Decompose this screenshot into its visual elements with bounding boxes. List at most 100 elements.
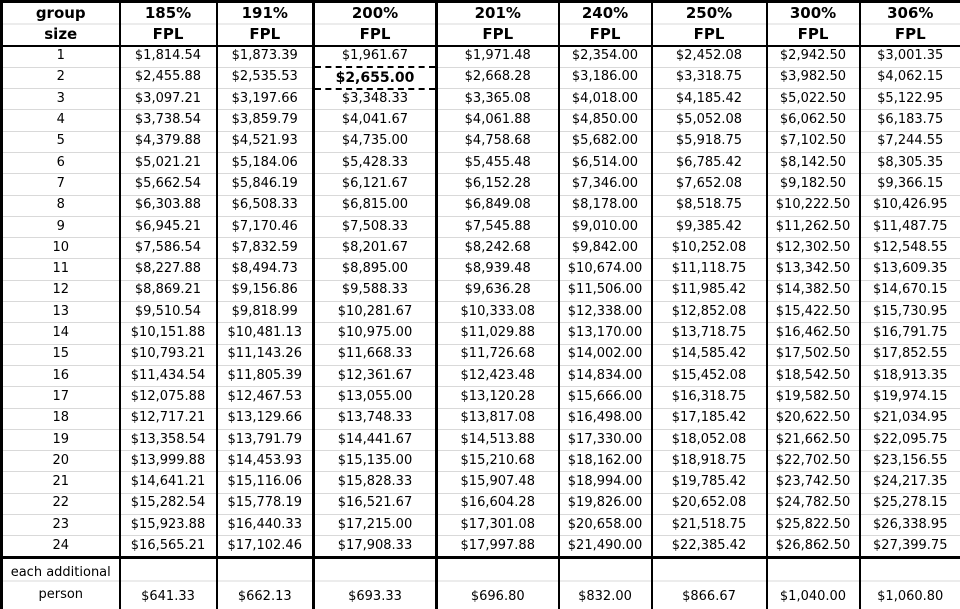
value-cell[interactable]: $12,338.00 — [557, 301, 653, 324]
value-cell[interactable]: $14,585.42 — [650, 343, 768, 366]
value-cell[interactable]: $25,278.15 — [858, 492, 960, 516]
value-cell[interactable]: $16,565.21 — [118, 535, 218, 559]
value-cell[interactable]: $7,346.00 — [557, 173, 653, 196]
group-size-cell[interactable]: 8 — [0, 194, 121, 217]
value-cell[interactable]: $2,452.08 — [650, 45, 768, 68]
value-cell[interactable]: $14,002.00 — [557, 343, 653, 366]
value-cell[interactable]: $7,508.33 — [312, 215, 438, 239]
value-cell[interactable]: $7,586.54 — [118, 237, 218, 260]
value-cell[interactable]: $4,850.00 — [557, 109, 653, 132]
value-cell[interactable]: $7,545.88 — [435, 215, 560, 239]
value-cell[interactable]: $14,641.21 — [118, 471, 218, 494]
value-cell[interactable]: $11,487.75 — [858, 215, 960, 239]
value-cell[interactable]: $8,227.88 — [118, 258, 218, 281]
value-cell[interactable]: $5,846.19 — [215, 173, 315, 196]
value-cell[interactable]: $20,652.08 — [650, 492, 768, 516]
value-cell[interactable]: $22,702.50 — [765, 450, 861, 473]
value-cell[interactable]: $12,852.08 — [650, 301, 768, 324]
group-size-cell[interactable]: 4 — [0, 109, 121, 132]
value-cell[interactable]: $1,971.48 — [435, 45, 560, 68]
value-cell[interactable]: $3,348.33 — [312, 88, 438, 111]
value-cell[interactable]: $9,510.54 — [118, 301, 218, 324]
value-cell[interactable]: $9,636.28 — [435, 279, 560, 303]
value-cell[interactable]: $19,974.15 — [858, 386, 960, 409]
value-cell[interactable]: $22,095.75 — [858, 428, 960, 452]
value-cell[interactable]: $8,869.21 — [118, 279, 218, 303]
value-cell[interactable]: $15,907.48 — [435, 471, 560, 494]
value-cell[interactable]: $4,758.68 — [435, 130, 560, 153]
value-cell[interactable]: $8,494.73 — [215, 258, 315, 281]
value-cell[interactable]: $17,185.42 — [650, 407, 768, 430]
group-size-cell[interactable]: 12 — [0, 279, 121, 303]
value-cell[interactable]: $5,428.33 — [312, 151, 438, 175]
group-size-cell[interactable]: 17 — [0, 386, 121, 409]
footer-value-cell[interactable]: $866.67 — [650, 555, 768, 609]
value-cell[interactable]: $16,440.33 — [215, 514, 315, 537]
value-cell[interactable]: $18,052.08 — [650, 428, 768, 452]
value-cell[interactable]: $10,975.00 — [312, 322, 438, 345]
value-cell[interactable]: $13,999.88 — [118, 450, 218, 473]
value-cell[interactable]: $17,301.08 — [435, 514, 560, 537]
value-cell[interactable]: $10,674.00 — [557, 258, 653, 281]
value-cell[interactable]: $4,735.00 — [312, 130, 438, 153]
value-cell[interactable]: $19,826.00 — [557, 492, 653, 516]
value-cell[interactable]: $25,822.50 — [765, 514, 861, 537]
header-cell-group-size[interactable]: group size — [0, 1, 121, 47]
value-cell[interactable]: $9,156.86 — [215, 279, 315, 303]
value-cell[interactable]: $15,135.00 — [312, 450, 438, 473]
value-cell[interactable]: $5,682.00 — [557, 130, 653, 153]
group-size-cell[interactable]: 22 — [0, 492, 121, 516]
value-cell[interactable]: $10,426.95 — [858, 194, 960, 217]
header-cell-185pct[interactable]: 185% FPL — [118, 1, 218, 47]
value-cell[interactable]: $20,622.50 — [765, 407, 861, 430]
header-cell-306pct[interactable]: 306% FPL — [858, 1, 960, 47]
value-cell[interactable]: $14,670.15 — [858, 279, 960, 303]
value-cell[interactable]: $17,330.00 — [557, 428, 653, 452]
value-cell[interactable]: $15,452.08 — [650, 364, 768, 388]
value-cell[interactable]: $7,832.59 — [215, 237, 315, 260]
group-size-cell[interactable]: 1 — [0, 45, 121, 68]
value-cell[interactable]: $5,122.95 — [858, 88, 960, 111]
value-cell[interactable]: $10,252.08 — [650, 237, 768, 260]
value-cell[interactable]: $11,985.42 — [650, 279, 768, 303]
value-cell[interactable]: $26,338.95 — [858, 514, 960, 537]
value-cell[interactable]: $13,129.66 — [215, 407, 315, 430]
group-size-cell[interactable]: 2 — [0, 66, 121, 90]
value-cell[interactable]: $19,582.50 — [765, 386, 861, 409]
value-cell[interactable]: $3,738.54 — [118, 109, 218, 132]
value-cell[interactable]: $24,782.50 — [765, 492, 861, 516]
value-cell[interactable]: $11,434.54 — [118, 364, 218, 388]
value-cell[interactable]: $11,726.68 — [435, 343, 560, 366]
value-cell[interactable]: $9,385.42 — [650, 215, 768, 239]
value-cell[interactable]: $23,156.55 — [858, 450, 960, 473]
value-cell[interactable]: $3,365.08 — [435, 88, 560, 111]
value-cell[interactable]: $6,945.21 — [118, 215, 218, 239]
value-cell[interactable]: $1,961.67 — [312, 45, 438, 68]
value-cell[interactable]: $15,778.19 — [215, 492, 315, 516]
value-cell[interactable]: $8,142.50 — [765, 151, 861, 175]
header-cell-300pct[interactable]: 300% FPL — [765, 1, 861, 47]
value-cell[interactable]: $5,455.48 — [435, 151, 560, 175]
group-size-cell[interactable]: 13 — [0, 301, 121, 324]
value-cell[interactable]: $9,010.00 — [557, 215, 653, 239]
value-cell[interactable]: $12,423.48 — [435, 364, 560, 388]
value-cell[interactable]: $6,303.88 — [118, 194, 218, 217]
group-size-cell[interactable]: 20 — [0, 450, 121, 473]
value-cell[interactable]: $13,055.00 — [312, 386, 438, 409]
value-cell[interactable]: $17,997.88 — [435, 535, 560, 559]
value-cell[interactable]: $6,152.28 — [435, 173, 560, 196]
value-cell[interactable]: $10,333.08 — [435, 301, 560, 324]
value-cell[interactable]: $7,652.08 — [650, 173, 768, 196]
footer-value-cell[interactable]: $641.33 — [118, 555, 218, 609]
value-cell[interactable]: $12,467.53 — [215, 386, 315, 409]
value-cell[interactable]: $5,021.21 — [118, 151, 218, 175]
value-cell[interactable]: $2,354.00 — [557, 45, 653, 68]
value-cell[interactable]: $18,913.35 — [858, 364, 960, 388]
value-cell[interactable]: $3,097.21 — [118, 88, 218, 111]
value-cell[interactable]: $5,022.50 — [765, 88, 861, 111]
header-cell-201pct[interactable]: 201% FPL — [435, 1, 560, 47]
value-cell[interactable]: $13,791.79 — [215, 428, 315, 452]
value-cell[interactable]: $4,379.88 — [118, 130, 218, 153]
value-cell[interactable]: $21,662.50 — [765, 428, 861, 452]
value-cell[interactable]: $6,121.67 — [312, 173, 438, 196]
